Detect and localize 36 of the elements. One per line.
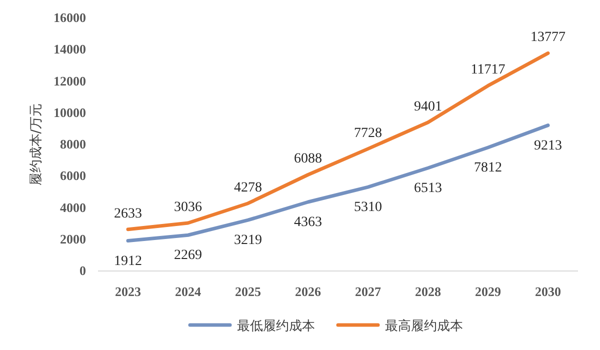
data-label: 7728	[354, 126, 382, 141]
x-tick-label: 2028	[415, 284, 442, 299]
y-axis-title: 履约成本/万元	[29, 103, 44, 186]
y-tick-label: 2000	[60, 231, 86, 246]
x-tick-label: 2030	[535, 284, 561, 299]
y-tick-label: 16000	[54, 10, 86, 25]
data-label: 7812	[474, 160, 502, 176]
x-tick-label: 2025	[235, 284, 262, 299]
x-tick-label: 2027	[355, 284, 382, 299]
y-tick-label: 14000	[54, 42, 86, 57]
data-label: 4278	[234, 180, 262, 196]
data-label: 13777	[530, 30, 566, 46]
data-label: 6088	[294, 152, 322, 167]
y-tick-label: 10000	[54, 104, 86, 120]
y-tick-label: 8000	[60, 136, 86, 152]
legend-label: 最低履约成本	[237, 319, 315, 334]
y-tick-label: 4000	[60, 200, 86, 215]
x-tick-label: 2024	[175, 284, 202, 299]
data-label: 6513	[414, 181, 442, 196]
x-tick-label: 2029	[475, 284, 502, 299]
data-label: 11717	[470, 62, 506, 78]
x-tick-label: 2026	[295, 284, 322, 299]
data-label: 9401	[414, 99, 442, 114]
data-label: 5310	[354, 200, 382, 216]
data-label: 2269	[174, 248, 202, 264]
x-tick-label: 2023	[115, 284, 142, 299]
y-tick-label: 12000	[54, 73, 86, 88]
data-label: 9213	[534, 138, 562, 154]
y-tick-label: 0	[80, 263, 86, 278]
y-tick-label: 6000	[60, 168, 86, 184]
data-label: 3219	[234, 233, 262, 248]
data-label: 4363	[294, 215, 322, 230]
legend-label: 最高履约成本	[385, 318, 463, 334]
data-label: 3036	[174, 200, 202, 215]
data-label: 1912	[114, 254, 142, 269]
data-label: 2633	[114, 206, 142, 222]
